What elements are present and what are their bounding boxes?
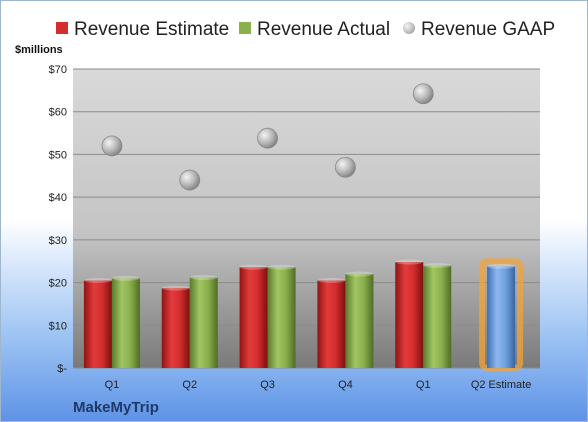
x-axis: Q1 Q2 Q3 Q4 Q1 Q2 Estimate [105, 379, 532, 391]
bars [83, 258, 524, 371]
bar-revenue-actual-cap [345, 271, 374, 277]
y-tick-label: $40 [49, 192, 67, 204]
bar-revenue-actual [423, 265, 452, 368]
y-tick-label: $10 [49, 320, 67, 332]
bar-revenue-actual [267, 267, 296, 368]
legend-swatch-actual [239, 21, 251, 34]
bar-revenue-estimate [239, 267, 268, 368]
bar-revenue-actual [189, 277, 218, 368]
x-tick-label: Q1 [416, 379, 431, 391]
bar-q2-estimate-cap [487, 263, 516, 269]
legend-label-estimate: Revenue Estimate [74, 19, 230, 40]
x-tick-label: Q1 [105, 379, 120, 391]
legend-label-gaap: Revenue GAAP [421, 19, 556, 40]
bar-q2-estimate [487, 266, 516, 368]
bar-revenue-estimate [317, 280, 346, 368]
bar-revenue-estimate-cap [161, 285, 190, 291]
point-revenue-gaap [179, 169, 201, 191]
legend-item-revenue-actual: Revenue Actual [239, 16, 390, 44]
legend: Revenue Estimate Revenue Actual Revenue … [1, 16, 587, 44]
plot-area [73, 69, 540, 368]
y-tick-label: $70 [49, 64, 67, 76]
legend-label-actual: Revenue Actual [257, 19, 391, 40]
point-revenue-gaap [412, 83, 434, 105]
legend-swatch-estimate [56, 21, 68, 34]
bar-revenue-estimate [83, 280, 112, 368]
grid-lines [73, 68, 540, 369]
legend-marker-gaap [403, 21, 415, 34]
gaap-points [101, 83, 434, 191]
bar-revenue-estimate-cap [317, 277, 346, 283]
y-tick-label: $60 [49, 107, 67, 119]
x-tick-label: Q2 Estimate [471, 379, 532, 391]
point-revenue-gaap [257, 127, 278, 149]
bar-revenue-estimate-cap [83, 277, 112, 283]
bar-revenue-actual-cap [423, 262, 452, 268]
y-tick-label: $30 [49, 235, 67, 247]
bar-revenue-estimate [161, 288, 190, 368]
bar-revenue-actual-cap [189, 274, 218, 280]
bar-revenue-actual-cap [111, 275, 140, 281]
point-revenue-gaap [101, 135, 123, 157]
bar-revenue-estimate [395, 262, 424, 368]
bar-revenue-actual [111, 278, 140, 368]
bar-revenue-estimate-cap [239, 264, 268, 270]
point-revenue-gaap [335, 156, 356, 178]
brand-label: MakeMyTrip [73, 399, 159, 416]
bar-revenue-actual [345, 274, 374, 368]
x-tick-label: Q2 [182, 379, 197, 391]
bar-revenue-estimate-cap [395, 259, 424, 265]
legend-item-revenue-estimate: Revenue Estimate [56, 16, 229, 44]
x-tick-label: Q4 [338, 379, 353, 391]
y-tick-label: $20 [49, 278, 67, 290]
bar-revenue-actual-cap [267, 264, 296, 270]
y-axis: $- $10 $20 $30 $40 $50 $60 $70 [49, 64, 68, 375]
y-tick-label: $50 [49, 149, 67, 161]
legend-item-revenue-gaap: Revenue GAAP [403, 16, 555, 44]
x-tick-label: Q3 [260, 379, 275, 391]
y-tick-label: $- [57, 363, 67, 375]
y-axis-unit-label: $millions [15, 44, 63, 56]
